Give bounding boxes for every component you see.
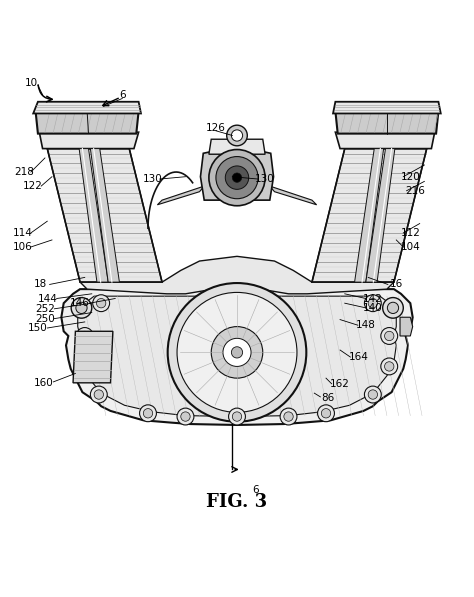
Text: 10: 10 [24,78,37,88]
Polygon shape [33,101,141,113]
Circle shape [383,297,403,318]
Polygon shape [209,139,265,154]
Text: 216: 216 [405,186,425,196]
Text: 148: 148 [356,320,376,330]
Circle shape [227,125,247,146]
Text: 150: 150 [28,323,48,333]
Circle shape [365,386,381,403]
Text: 144: 144 [37,294,57,303]
Text: 218: 218 [14,167,34,177]
Circle shape [381,358,398,375]
Circle shape [177,408,194,425]
Text: 162: 162 [330,378,350,389]
Circle shape [318,405,335,421]
Text: 252: 252 [35,304,55,314]
Circle shape [76,302,87,313]
Circle shape [231,347,243,358]
Text: 114: 114 [12,228,32,238]
Circle shape [91,386,107,403]
Circle shape [384,362,394,371]
Circle shape [216,156,258,199]
Text: 142: 142 [363,294,383,303]
Text: 112: 112 [401,228,420,238]
Circle shape [232,412,242,421]
Circle shape [76,328,93,344]
Polygon shape [157,186,204,205]
Circle shape [93,295,109,312]
Circle shape [80,331,90,341]
Polygon shape [270,186,317,205]
Polygon shape [61,289,413,425]
Polygon shape [336,111,438,134]
Polygon shape [36,111,138,134]
Polygon shape [400,317,413,336]
Circle shape [211,327,263,378]
Circle shape [168,283,306,421]
Text: 120: 120 [401,172,420,181]
Circle shape [181,412,190,421]
Circle shape [384,331,394,341]
Polygon shape [201,146,273,200]
Circle shape [94,390,103,399]
Circle shape [365,295,381,312]
Text: 122: 122 [23,181,43,191]
Circle shape [321,408,331,418]
Polygon shape [80,256,394,294]
Text: 146: 146 [70,298,90,308]
Circle shape [232,173,242,182]
Text: 130: 130 [255,174,275,184]
Circle shape [231,130,243,141]
Polygon shape [355,149,383,282]
Text: FIG. 3: FIG. 3 [207,493,267,511]
Circle shape [368,390,377,399]
Polygon shape [91,149,119,282]
Circle shape [223,338,251,367]
Text: 126: 126 [206,122,226,133]
Polygon shape [336,132,435,149]
Polygon shape [78,296,396,417]
Text: 86: 86 [322,393,335,403]
Text: 106: 106 [13,242,32,252]
Text: 104: 104 [401,242,420,252]
Polygon shape [312,149,427,282]
Circle shape [143,408,153,418]
Circle shape [284,412,293,421]
Circle shape [209,149,265,206]
Circle shape [177,293,297,413]
Polygon shape [73,331,113,383]
Circle shape [228,408,246,425]
Text: 18: 18 [34,279,47,290]
Circle shape [80,362,90,371]
Circle shape [225,166,249,189]
Text: 160: 160 [34,378,54,388]
Polygon shape [366,149,395,282]
Circle shape [97,298,106,308]
Text: 130: 130 [143,174,163,184]
Text: 6: 6 [119,90,126,100]
Circle shape [71,297,92,318]
Text: 6: 6 [253,485,259,495]
Polygon shape [39,132,138,149]
Circle shape [381,328,398,344]
Circle shape [139,405,156,421]
Circle shape [387,302,399,313]
Text: 16: 16 [390,279,403,290]
Polygon shape [79,149,108,282]
Circle shape [76,358,93,375]
Text: 140: 140 [363,303,383,313]
Polygon shape [333,101,441,113]
Circle shape [368,298,377,308]
Circle shape [280,408,297,425]
Text: 250: 250 [35,313,55,324]
Polygon shape [47,149,162,282]
Text: 164: 164 [349,352,369,362]
